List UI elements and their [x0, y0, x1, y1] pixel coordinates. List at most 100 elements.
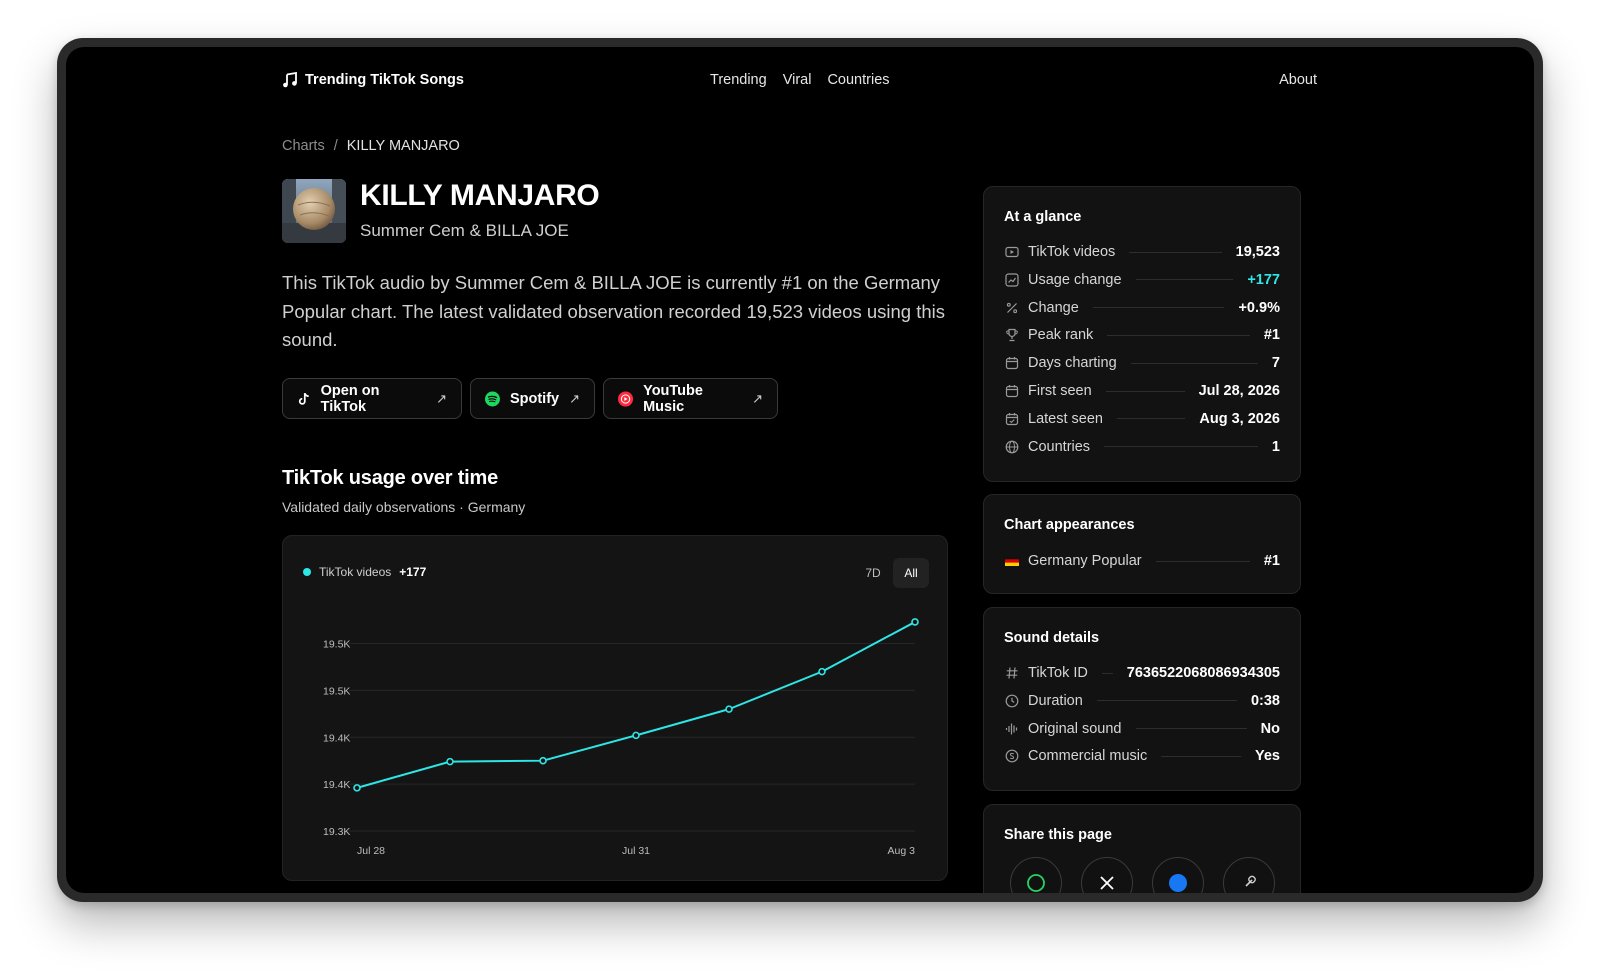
trend-icon	[1004, 272, 1020, 288]
y-tick-label: 19.5K	[323, 685, 350, 697]
detail-row: Commercial music Yes	[1004, 746, 1280, 766]
data-point	[912, 619, 918, 625]
share-card: Share this page	[983, 804, 1301, 893]
spotify-button[interactable]: Spotify ↗	[470, 378, 595, 419]
copy-link-button[interactable]	[1223, 857, 1275, 893]
data-point	[447, 759, 453, 765]
appearance-chart-name: Germany Popular	[1028, 553, 1142, 569]
at-a-glance-card: At a glance TikTok videos 19,523 Usage cha…	[983, 186, 1301, 482]
whatsapp-icon	[1026, 873, 1046, 893]
glance-row: First seen Jul 28, 2026	[1004, 381, 1280, 401]
glance-row: Days charting 7	[1004, 353, 1280, 373]
detail-label: Commercial music	[1028, 748, 1147, 764]
nav-countries[interactable]: Countries	[827, 72, 889, 88]
nav-about[interactable]: About	[1279, 72, 1317, 88]
detail-value: Yes	[1255, 748, 1280, 764]
at-a-glance-title: At a glance	[1004, 209, 1081, 225]
appearance-row[interactable]: Germany Popular #1	[1004, 551, 1280, 571]
facebook-icon	[1168, 873, 1188, 893]
calendar-icon	[1004, 383, 1020, 399]
calendar-check-icon	[1004, 411, 1020, 427]
leader-line	[1106, 391, 1185, 392]
tiktok-button-label: Open on TikTok	[321, 383, 426, 415]
x-tick-label: Aug 3	[888, 845, 916, 857]
glance-row: Change +0.9%	[1004, 298, 1280, 318]
sound-details-card: Sound details TikTok ID 76365220680869343…	[983, 607, 1301, 791]
music-note-icon	[282, 72, 298, 88]
clock-icon	[1004, 693, 1020, 709]
glance-row: Usage change +177	[1004, 270, 1280, 290]
device-frame: Trending TikTok Songs Trending Viral Cou…	[57, 38, 1543, 902]
breadcrumb-charts[interactable]: Charts	[282, 138, 325, 154]
hash-icon	[1004, 665, 1020, 681]
glance-label: Countries	[1028, 439, 1090, 455]
detail-value: 0:38	[1251, 693, 1280, 709]
detail-label: Duration	[1028, 693, 1083, 709]
glance-value: 1	[1272, 439, 1280, 455]
detail-value: No	[1261, 721, 1280, 737]
youtube-music-button[interactable]: YouTube Music ↗	[603, 378, 778, 419]
glance-value: +177	[1247, 272, 1280, 288]
coin-icon	[1004, 748, 1020, 764]
leader-line	[1131, 363, 1258, 364]
site-logo[interactable]: Trending TikTok Songs	[282, 72, 464, 88]
y-tick-label: 19.4K	[323, 732, 350, 744]
usage-section-subtitle: Validated daily observations · Germany	[282, 499, 525, 515]
chart-appearances-title: Chart appearances	[1004, 517, 1135, 533]
glance-label: First seen	[1028, 383, 1092, 399]
percent-icon	[1004, 300, 1020, 316]
sound-details-title: Sound details	[1004, 630, 1099, 646]
y-tick-label: 19.3K	[323, 826, 350, 838]
leader-line	[1097, 700, 1237, 701]
globe-icon	[1004, 439, 1020, 455]
glance-label: Latest seen	[1028, 411, 1103, 427]
x-tick-label: Jul 28	[357, 845, 385, 857]
leader-line	[1107, 335, 1250, 336]
appearance-rank: #1	[1264, 553, 1280, 569]
spotify-icon	[485, 391, 500, 407]
open-on-tiktok-button[interactable]: Open on TikTok ↗	[282, 378, 462, 419]
data-point	[819, 669, 825, 675]
spotify-button-label: Spotify	[510, 391, 559, 407]
glance-label: Usage change	[1028, 272, 1122, 288]
leader-line	[1129, 252, 1221, 253]
tiktok-icon	[297, 392, 311, 406]
y-tick-label: 19.5K	[323, 639, 350, 651]
external-link-icon: ↗	[752, 391, 763, 407]
share-facebook-button[interactable]	[1152, 857, 1204, 893]
series-line	[357, 622, 915, 788]
share-title: Share this page	[1004, 827, 1112, 843]
nav-trending[interactable]: Trending	[710, 72, 767, 88]
chart-appearances-card: Chart appearances Germany Popular #1	[983, 494, 1301, 594]
usage-chart-card: TikTok videos +177 7D All 19.3K 19.4K 19.4…	[282, 535, 948, 881]
waveform-icon	[1004, 721, 1020, 737]
external-link-icon: ↗	[436, 391, 447, 407]
glance-value: +0.9%	[1238, 300, 1280, 316]
brand-name: Trending TikTok Songs	[305, 72, 464, 88]
detail-row: Duration 0:38	[1004, 691, 1280, 711]
glance-value: Aug 3, 2026	[1199, 411, 1280, 427]
leader-line	[1102, 673, 1113, 674]
youtube-button-label: YouTube Music	[643, 383, 742, 415]
share-x-button[interactable]	[1081, 857, 1133, 893]
data-point	[633, 732, 639, 738]
glance-label: Change	[1028, 300, 1079, 316]
leader-line	[1093, 307, 1225, 308]
main-nav: Trending Viral Countries	[710, 72, 890, 88]
share-whatsapp-button[interactable]	[1010, 857, 1062, 893]
glance-row: Peak rank #1	[1004, 325, 1280, 345]
detail-row: TikTok ID 7636522068086934305	[1004, 663, 1280, 683]
detail-row: Original sound No	[1004, 719, 1280, 739]
glance-value: Jul 28, 2026	[1199, 383, 1280, 399]
song-description: This TikTok audio by Summer Cem & BILLA …	[282, 269, 962, 355]
nav-viral[interactable]: Viral	[783, 72, 812, 88]
y-tick-label: 19.4K	[323, 779, 350, 791]
detail-value: 7636522068086934305	[1127, 665, 1280, 681]
detail-label: TikTok ID	[1028, 665, 1088, 681]
video-icon	[1004, 244, 1020, 260]
data-point	[540, 758, 546, 764]
breadcrumb: Charts / KILLY MANJARO	[282, 138, 460, 154]
song-artist: Summer Cem & BILLA JOE	[360, 221, 569, 241]
glance-label: TikTok videos	[1028, 244, 1115, 260]
leader-line	[1156, 561, 1250, 562]
